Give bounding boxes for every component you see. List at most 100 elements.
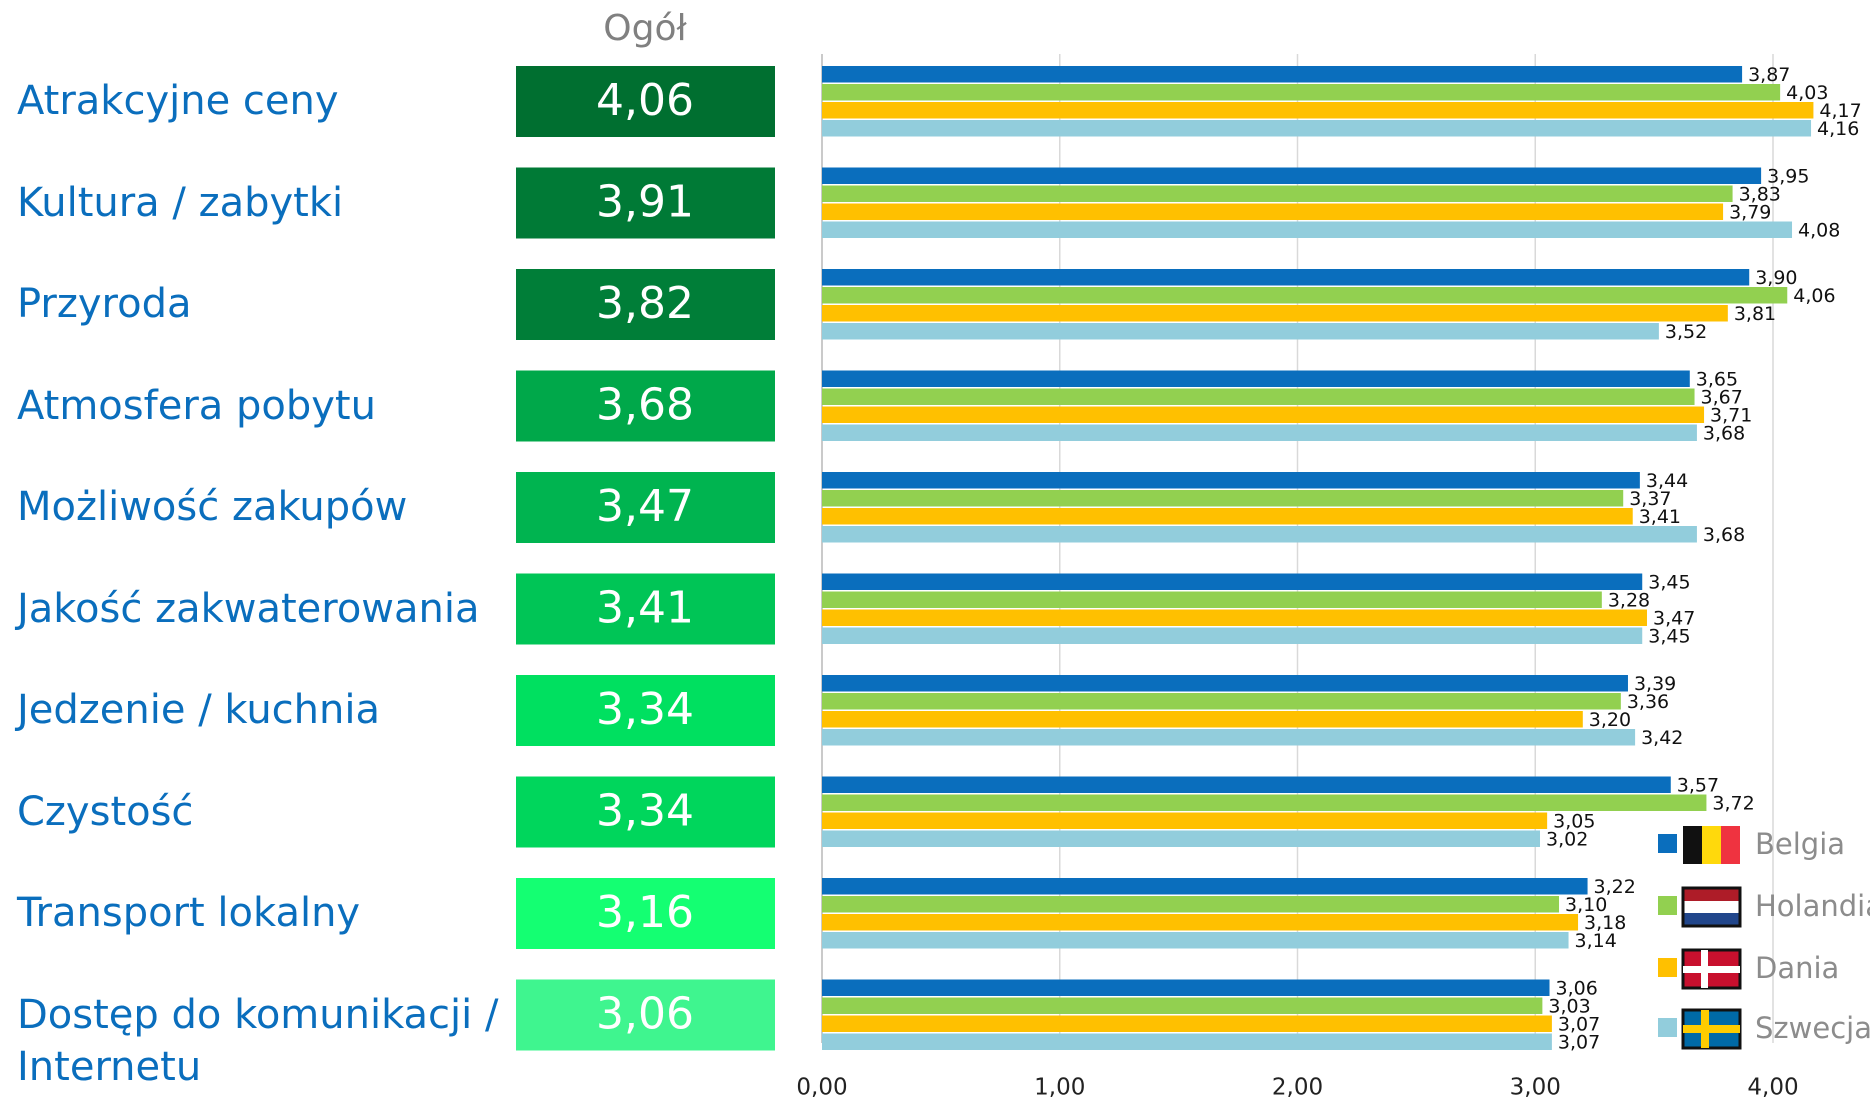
bar-value-label: 3,03 <box>1548 995 1590 1017</box>
summary-box <box>516 269 775 340</box>
x-tick-label: 1,00 <box>1034 1075 1085 1101</box>
bar-value-label: 3,41 <box>1639 506 1681 528</box>
bar <box>822 370 1690 387</box>
legend-marker <box>1658 1018 1677 1037</box>
bar-value-label: 4,16 <box>1817 118 1859 140</box>
bar-value-label: 3,57 <box>1677 774 1719 796</box>
category-label: Kultura / zabytki <box>17 179 344 226</box>
category-label: Czystość <box>17 788 194 835</box>
bar-value-label: 3,44 <box>1646 470 1688 492</box>
flag-sweden <box>1681 1008 1742 1050</box>
summary-value: 3,68 <box>596 380 694 431</box>
summary-box <box>516 675 775 746</box>
bar-value-label: 3,28 <box>1608 589 1650 611</box>
bar <box>822 979 1550 996</box>
bar <box>822 914 1579 931</box>
legend-label: Holandia <box>1755 889 1870 923</box>
bar <box>822 693 1621 710</box>
bar-value-label: 3,47 <box>1653 607 1695 629</box>
bar <box>822 305 1728 322</box>
bar <box>822 66 1743 83</box>
bar <box>822 794 1707 811</box>
bar <box>822 830 1541 847</box>
bar-value-label: 3,83 <box>1739 183 1781 205</box>
bar <box>822 84 1781 101</box>
bar-value-label: 4,08 <box>1798 219 1840 241</box>
bar <box>822 776 1671 793</box>
bar <box>822 185 1733 202</box>
bar-value-label: 3,20 <box>1589 709 1631 731</box>
x-tick-label: 0,00 <box>796 1075 847 1101</box>
bar-value-label: 3,65 <box>1696 368 1738 390</box>
summary-box <box>516 370 775 442</box>
category-label: Jedzenie / kuchnia <box>17 687 380 733</box>
bar <box>822 1033 1552 1050</box>
bar-value-label: 3,06 <box>1556 977 1598 999</box>
bar-value-label: 3,45 <box>1648 625 1690 647</box>
category-label: Atmosfera pobytu <box>17 382 376 429</box>
bar <box>822 287 1788 304</box>
bar <box>822 997 1543 1014</box>
bar <box>822 591 1602 608</box>
summary-value: 3,91 <box>596 177 694 228</box>
bar <box>822 711 1583 728</box>
bar-value-label: 4,17 <box>1819 100 1861 122</box>
bar <box>822 573 1643 590</box>
bar <box>822 729 1636 746</box>
bar-value-label: 3,87 <box>1748 64 1790 86</box>
bar <box>822 406 1705 423</box>
bar-value-label: 3,68 <box>1703 524 1745 546</box>
bar <box>822 472 1640 489</box>
bar <box>822 269 1750 286</box>
bar-value-label: 3,39 <box>1634 673 1676 695</box>
bar-value-label: 3,72 <box>1712 792 1754 814</box>
bar <box>822 896 1560 913</box>
bar-value-label: 3,10 <box>1565 894 1607 916</box>
bar-value-label: 3,95 <box>1767 165 1809 187</box>
bar <box>822 490 1624 507</box>
flag-netherlands <box>1681 886 1742 928</box>
bar-value-label: 3,18 <box>1584 912 1626 934</box>
bar-value-label: 3,67 <box>1701 386 1743 408</box>
summary-value: 3,34 <box>596 684 694 735</box>
bar <box>822 167 1762 184</box>
category-label: Możliwość zakupów <box>17 484 408 530</box>
flag-denmark <box>1681 948 1742 990</box>
bar <box>822 102 1814 119</box>
summary-value: 3,06 <box>596 989 694 1040</box>
category-label: Transport lokalny <box>17 890 361 936</box>
legend-label: Belgia <box>1755 827 1845 861</box>
summary-box <box>516 66 775 137</box>
bar-value-label: 3,07 <box>1558 1013 1600 1035</box>
bar <box>822 424 1697 441</box>
bar <box>822 609 1647 626</box>
bar <box>822 675 1628 692</box>
bar-value-label: 3,22 <box>1594 876 1636 898</box>
bar-value-label: 3,02 <box>1546 828 1588 850</box>
x-tick-label: 3,00 <box>1510 1075 1561 1101</box>
bar-value-label: 3,79 <box>1729 201 1771 223</box>
legend-label: Dania <box>1755 951 1839 985</box>
bar <box>822 878 1588 895</box>
category-label: Przyroda <box>17 281 192 327</box>
bar-value-label: 3,37 <box>1629 488 1671 510</box>
bar-value-label: 3,68 <box>1703 422 1745 444</box>
bar <box>822 812 1548 829</box>
summary-value: 3,47 <box>596 481 694 532</box>
category-label: Atrakcyjne ceny <box>17 78 339 124</box>
bar-value-label: 3,05 <box>1553 810 1595 832</box>
bar-value-label: 3,81 <box>1734 303 1776 325</box>
legend-label: Szwecja <box>1755 1011 1870 1045</box>
bar-value-label: 4,03 <box>1786 82 1828 104</box>
legend-marker <box>1658 896 1677 915</box>
summary-value: 3,41 <box>596 583 694 634</box>
summary-value: 4,06 <box>596 75 694 126</box>
bar <box>822 323 1659 340</box>
x-tick-label: 4,00 <box>1747 1075 1798 1101</box>
summary-box <box>516 167 775 239</box>
bar <box>822 508 1633 525</box>
bar-value-label: 3,45 <box>1648 571 1690 593</box>
summary-value: 3,82 <box>596 278 694 329</box>
bar-value-label: 4,06 <box>1793 285 1835 307</box>
x-tick-label: 2,00 <box>1272 1075 1323 1101</box>
